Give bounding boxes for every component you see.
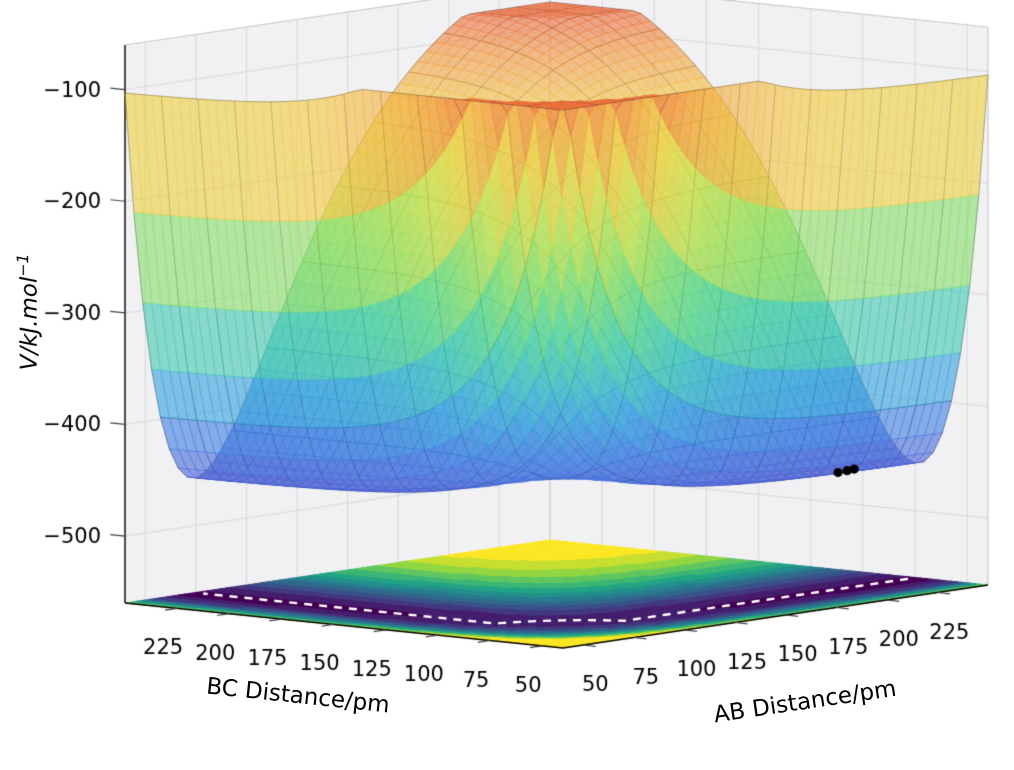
z-axis-label-main: V/kJ.mol: [16, 276, 43, 371]
z-axis-label: V/kJ.mol−1: [13, 254, 43, 371]
z-axis-label-superscript: −1: [13, 253, 33, 277]
